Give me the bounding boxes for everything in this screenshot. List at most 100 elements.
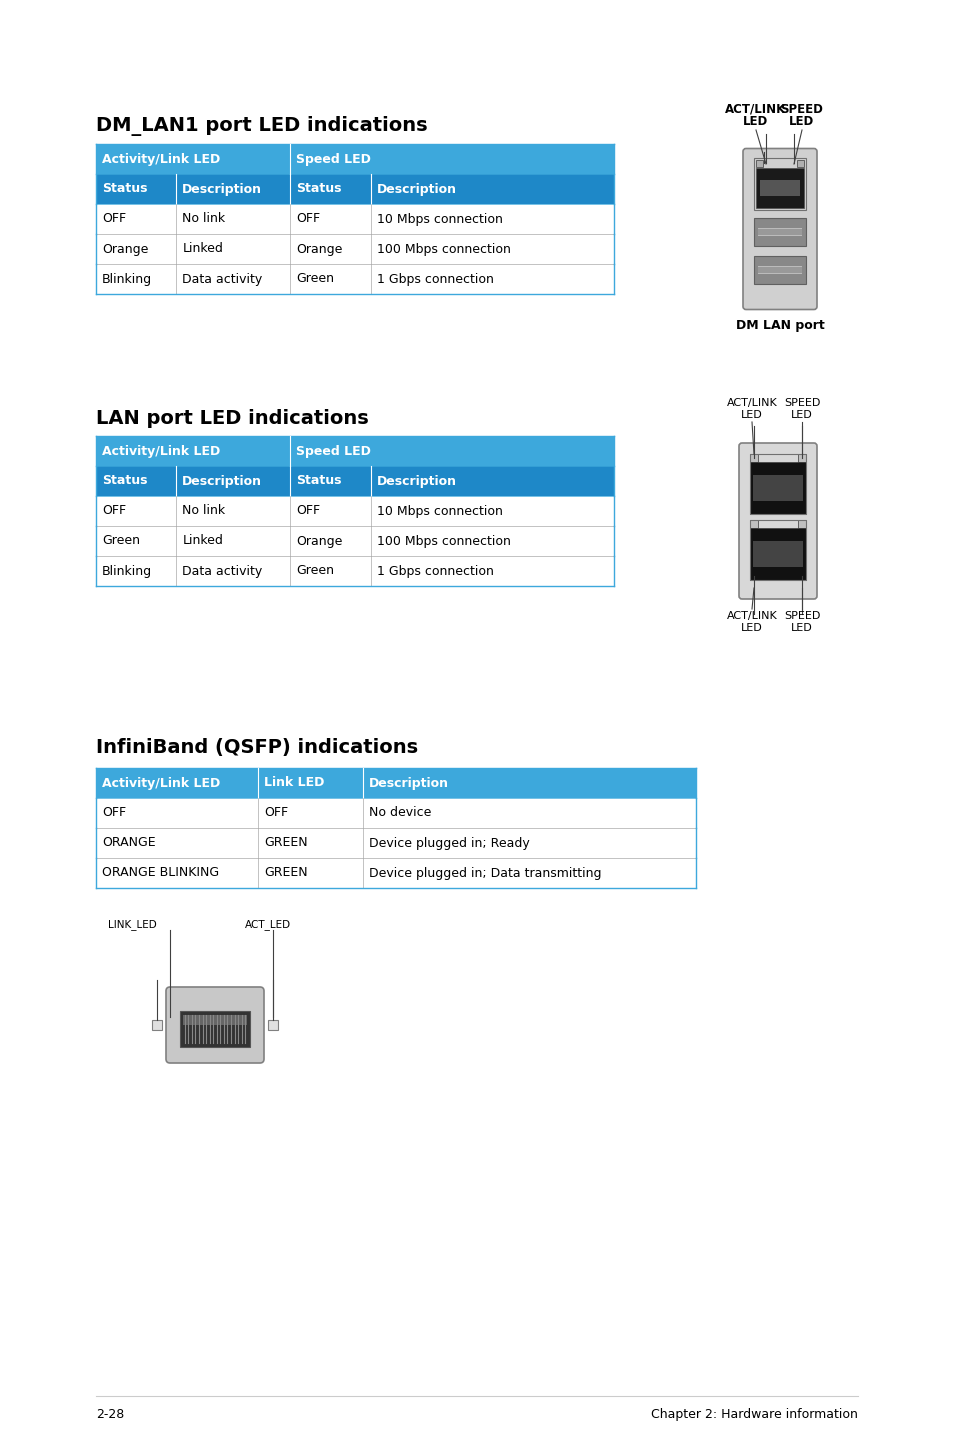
- Text: 100 Mbps connection: 100 Mbps connection: [376, 243, 510, 256]
- Text: OFF: OFF: [296, 213, 320, 226]
- Text: OFF: OFF: [102, 213, 126, 226]
- Text: OFF: OFF: [102, 505, 126, 518]
- Bar: [96, 265, 614, 293]
- Bar: [749, 454, 758, 462]
- Text: LINK_LED: LINK_LED: [108, 919, 156, 930]
- Bar: [96, 526, 614, 557]
- Text: Green: Green: [102, 535, 140, 548]
- Text: LED: LED: [790, 410, 812, 420]
- Text: ACT/LINK: ACT/LINK: [726, 398, 777, 408]
- Text: Description: Description: [376, 475, 456, 487]
- Bar: [96, 828, 696, 858]
- Bar: [183, 1015, 247, 1025]
- Text: No device: No device: [369, 807, 431, 820]
- Text: Linked: Linked: [182, 535, 223, 548]
- Text: OFF: OFF: [296, 505, 320, 518]
- Text: SPEED: SPEED: [783, 398, 820, 408]
- Text: LED: LED: [788, 115, 814, 128]
- Text: OFF: OFF: [102, 807, 126, 820]
- Bar: [758, 266, 801, 273]
- Text: Description: Description: [376, 183, 456, 196]
- Bar: [96, 234, 614, 265]
- Bar: [752, 475, 802, 500]
- Text: Activity/Link LED: Activity/Link LED: [102, 444, 220, 457]
- FancyBboxPatch shape: [739, 443, 816, 600]
- Text: ORANGE: ORANGE: [102, 837, 155, 850]
- Bar: [753, 217, 805, 246]
- Text: Description: Description: [369, 777, 449, 789]
- Bar: [755, 160, 762, 167]
- Bar: [96, 858, 696, 889]
- Bar: [96, 436, 614, 466]
- Bar: [749, 528, 805, 580]
- Text: 10 Mbps connection: 10 Mbps connection: [376, 505, 502, 518]
- Bar: [758, 229, 801, 234]
- Bar: [749, 454, 805, 513]
- Bar: [96, 144, 614, 174]
- Text: Data activity: Data activity: [182, 565, 262, 578]
- Text: Activity/Link LED: Activity/Link LED: [102, 152, 220, 165]
- Bar: [753, 158, 805, 210]
- Bar: [96, 768, 696, 798]
- FancyBboxPatch shape: [166, 986, 264, 1063]
- Text: Linked: Linked: [182, 243, 223, 256]
- Text: No link: No link: [182, 213, 225, 226]
- Bar: [152, 1020, 162, 1030]
- Text: LED: LED: [740, 410, 762, 420]
- Text: Status: Status: [102, 475, 148, 487]
- Text: Link LED: Link LED: [264, 777, 324, 789]
- Text: LED: LED: [742, 115, 768, 128]
- Bar: [96, 557, 614, 587]
- Text: 10 Mbps connection: 10 Mbps connection: [376, 213, 502, 226]
- Text: Description: Description: [182, 475, 262, 487]
- Bar: [96, 466, 614, 496]
- Bar: [96, 798, 696, 828]
- Text: OFF: OFF: [264, 807, 288, 820]
- Text: LED: LED: [790, 623, 812, 633]
- Bar: [758, 266, 801, 272]
- Text: Orange: Orange: [296, 243, 342, 256]
- Bar: [760, 180, 800, 196]
- Bar: [268, 1020, 277, 1030]
- Text: ORANGE BLINKING: ORANGE BLINKING: [102, 867, 219, 880]
- Text: No link: No link: [182, 505, 225, 518]
- Text: Device plugged in; Ready: Device plugged in; Ready: [369, 837, 529, 850]
- Text: Speed LED: Speed LED: [296, 152, 371, 165]
- Text: Blinking: Blinking: [102, 565, 152, 578]
- Text: 100 Mbps connection: 100 Mbps connection: [376, 535, 510, 548]
- Text: Activity/Link LED: Activity/Link LED: [102, 777, 220, 789]
- Text: Chapter 2: Hardware information: Chapter 2: Hardware information: [651, 1408, 857, 1421]
- Bar: [753, 256, 805, 283]
- Text: SPEED: SPEED: [780, 104, 822, 116]
- Text: ACT/LINK: ACT/LINK: [726, 611, 777, 621]
- Text: Speed LED: Speed LED: [296, 444, 371, 457]
- Text: Orange: Orange: [296, 535, 342, 548]
- Bar: [797, 521, 805, 528]
- Bar: [758, 227, 801, 236]
- Bar: [96, 496, 614, 526]
- Text: Status: Status: [296, 475, 341, 487]
- Text: Green: Green: [296, 565, 334, 578]
- Text: LED: LED: [740, 623, 762, 633]
- Text: Data activity: Data activity: [182, 272, 262, 286]
- Bar: [796, 160, 803, 167]
- Bar: [755, 167, 803, 207]
- Text: InfiniBand (QSFP) indications: InfiniBand (QSFP) indications: [96, 739, 417, 758]
- FancyBboxPatch shape: [742, 148, 816, 309]
- Bar: [749, 521, 805, 580]
- Text: ACT/LINK: ACT/LINK: [724, 104, 786, 116]
- Text: LAN port LED indications: LAN port LED indications: [96, 408, 369, 427]
- Text: Blinking: Blinking: [102, 272, 152, 286]
- Bar: [749, 462, 805, 513]
- Bar: [180, 1011, 250, 1047]
- Bar: [752, 541, 802, 567]
- Text: Status: Status: [296, 183, 341, 196]
- Text: Status: Status: [102, 183, 148, 196]
- Bar: [797, 454, 805, 462]
- Text: DM LAN port: DM LAN port: [735, 319, 823, 332]
- Text: 1 Gbps connection: 1 Gbps connection: [376, 272, 493, 286]
- Text: GREEN: GREEN: [264, 867, 307, 880]
- Bar: [749, 521, 758, 528]
- Text: SPEED: SPEED: [783, 611, 820, 621]
- Text: Device plugged in; Data transmitting: Device plugged in; Data transmitting: [369, 867, 601, 880]
